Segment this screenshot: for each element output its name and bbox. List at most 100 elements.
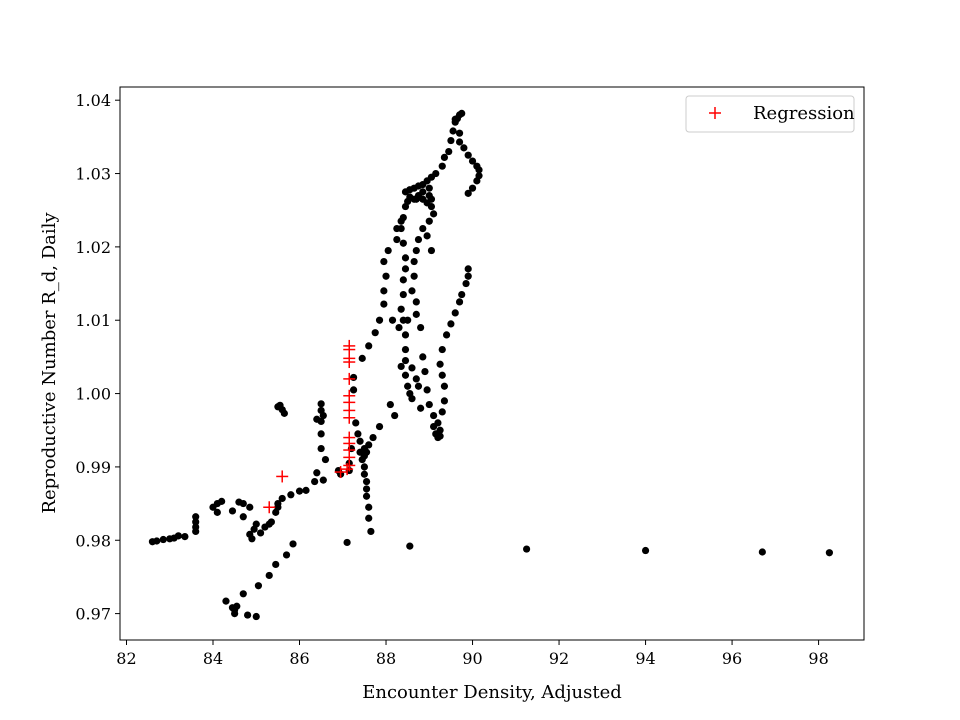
data-point	[317, 430, 325, 438]
data-point	[410, 272, 418, 280]
x-tick-label: 82	[116, 649, 136, 668]
data-point	[401, 345, 410, 354]
data-point	[401, 265, 410, 273]
data-point	[302, 486, 310, 494]
regression-point	[343, 372, 356, 385]
data-point	[468, 157, 477, 165]
y-tick-label: 0.98	[75, 531, 111, 550]
data-point	[367, 527, 375, 536]
data-point	[274, 499, 282, 508]
data-point	[362, 477, 371, 486]
data-point	[438, 408, 446, 416]
data-point	[464, 189, 472, 197]
data-point	[438, 371, 446, 379]
data-point	[406, 542, 414, 550]
data-point	[246, 503, 254, 511]
data-point	[313, 469, 321, 477]
data-point	[192, 523, 200, 531]
data-point	[267, 518, 275, 526]
data-point	[412, 298, 420, 306]
y-tick-label: 1.01	[75, 311, 111, 330]
x-tick-label: 96	[722, 649, 742, 668]
data-point	[427, 195, 436, 203]
data-point	[455, 298, 464, 306]
data-point	[393, 235, 401, 244]
data-point	[159, 535, 167, 544]
data-point	[319, 476, 327, 484]
x-tick-label: 84	[203, 649, 223, 668]
data-point	[386, 400, 394, 409]
data-point	[371, 329, 379, 337]
data-point	[455, 129, 464, 137]
data-point	[354, 430, 362, 438]
data-point	[365, 342, 373, 350]
data-point	[360, 463, 368, 471]
regression-point	[343, 389, 356, 402]
data-point	[473, 177, 481, 185]
data-point	[391, 411, 399, 420]
data-point	[436, 360, 444, 368]
data-point	[397, 224, 405, 233]
data-point	[447, 136, 455, 145]
data-point	[460, 144, 468, 152]
data-point	[440, 153, 449, 162]
data-point	[317, 444, 325, 453]
data-point	[388, 316, 397, 324]
data-point	[380, 257, 388, 266]
data-point	[468, 184, 477, 192]
data-point	[464, 151, 472, 159]
data-point	[404, 316, 412, 324]
data-point	[349, 386, 358, 394]
y-tick-label: 1.02	[75, 238, 111, 257]
data-point	[414, 382, 423, 390]
data-point	[401, 331, 410, 339]
data-point	[317, 400, 325, 408]
x-tick-label: 98	[808, 649, 828, 668]
data-point	[412, 195, 420, 203]
data-point	[380, 287, 388, 295]
x-tick-label: 88	[376, 649, 396, 668]
data-point	[349, 373, 358, 382]
y-tick-label: 1.04	[75, 91, 111, 110]
regression-point	[334, 466, 347, 479]
data-point	[432, 169, 440, 178]
regression-point	[343, 339, 356, 352]
regression-point	[343, 431, 356, 444]
data-point	[445, 147, 453, 156]
data-point	[410, 257, 418, 266]
data-point	[414, 235, 423, 244]
data-point	[278, 494, 286, 503]
data-point	[181, 532, 189, 541]
data-point	[399, 239, 407, 247]
y-tick-label: 1.00	[75, 385, 111, 404]
data-point	[436, 432, 444, 440]
data-point	[192, 518, 200, 526]
data-point	[440, 382, 449, 390]
data-point	[321, 455, 330, 464]
data-point	[421, 367, 429, 376]
data-point	[265, 571, 273, 580]
y-tick-label: 0.99	[75, 458, 111, 477]
data-point	[343, 538, 351, 547]
data-point	[401, 254, 410, 262]
data-point	[360, 444, 368, 453]
y-tick-label: 0.97	[75, 605, 111, 624]
data-point	[438, 345, 446, 354]
data-point	[313, 415, 321, 423]
data-point	[401, 356, 410, 365]
data-point	[395, 323, 403, 332]
data-point	[641, 546, 650, 555]
x-axis-label: Encounter Density, Adjusted	[362, 682, 622, 703]
data-point	[449, 127, 457, 135]
data-point	[401, 371, 410, 379]
data-point	[218, 497, 226, 505]
data-point	[384, 246, 392, 255]
data-point	[430, 411, 438, 420]
data-point	[427, 246, 436, 255]
data-point	[399, 290, 407, 299]
data-point	[153, 537, 161, 545]
data-point	[362, 492, 371, 500]
data-point	[458, 290, 466, 299]
data-point	[440, 397, 449, 405]
